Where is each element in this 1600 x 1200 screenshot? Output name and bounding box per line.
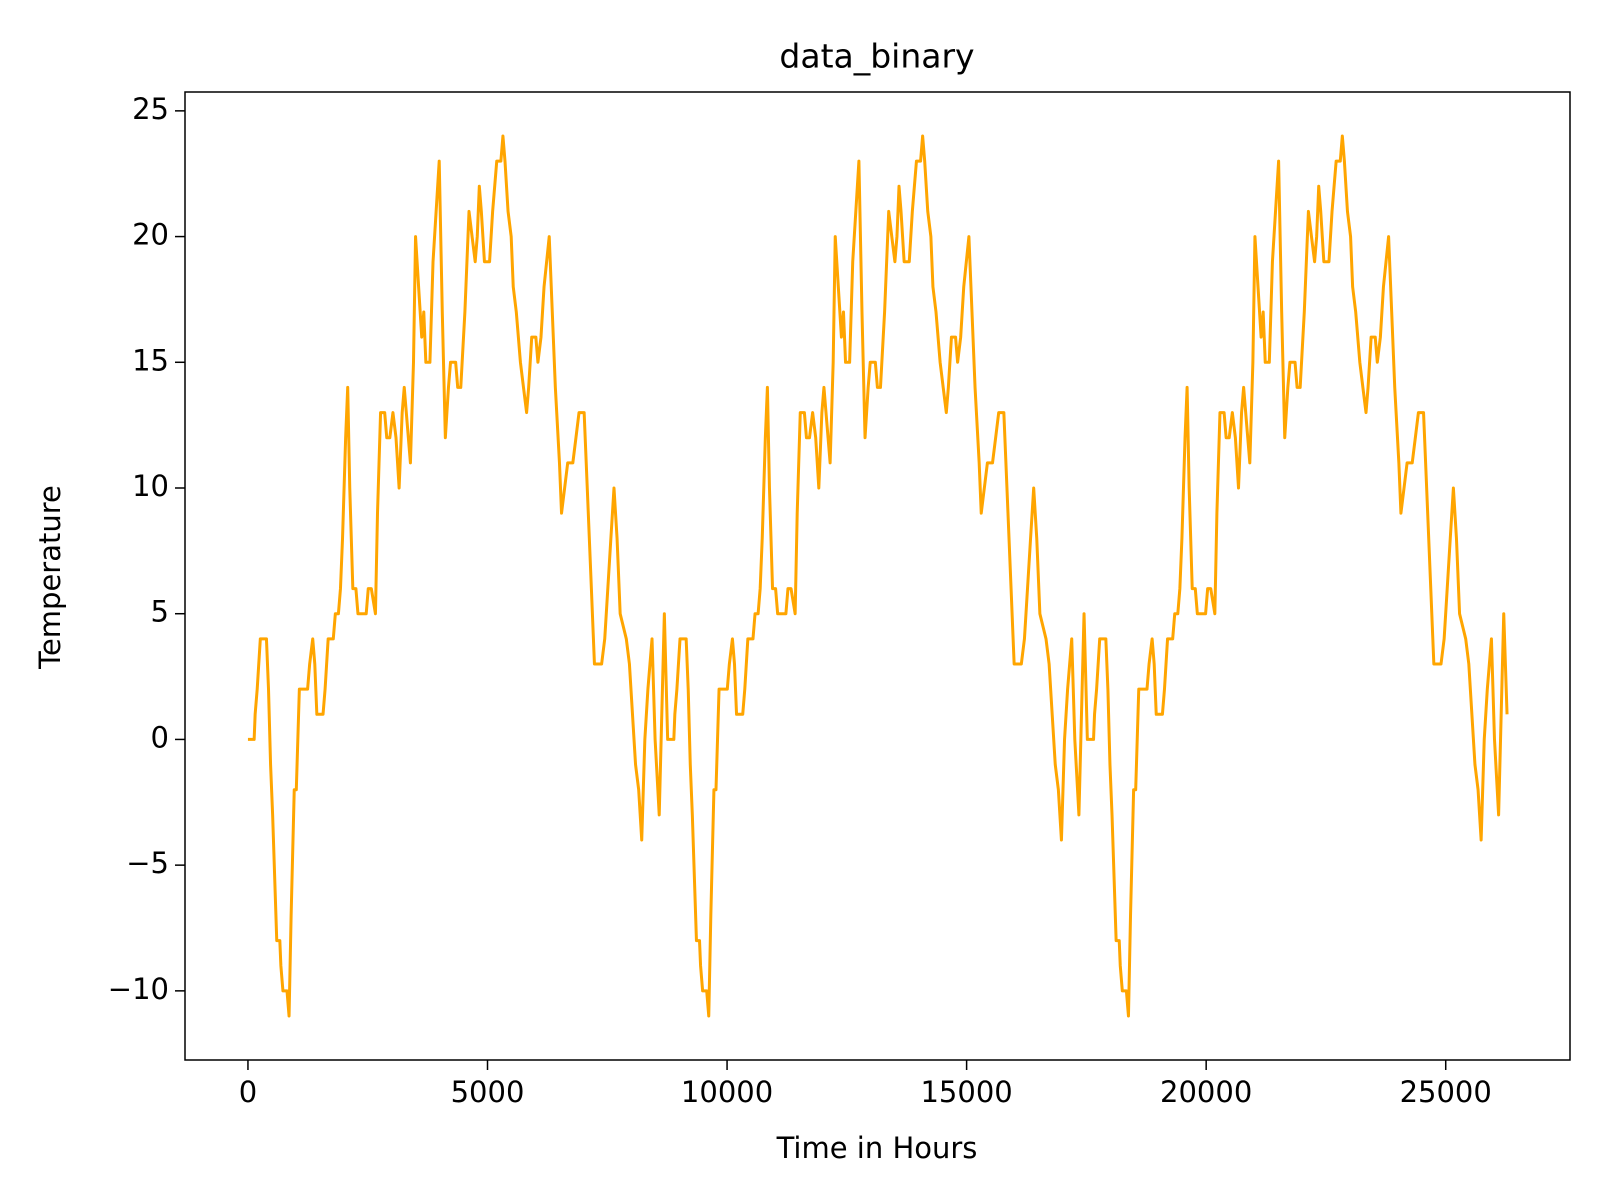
y-tick-label: 15 xyxy=(132,343,169,377)
y-tick-label: 5 xyxy=(151,595,169,629)
y-tick-label: −5 xyxy=(126,846,169,880)
y-tick-label: 0 xyxy=(151,720,169,754)
x-tick-label: 15000 xyxy=(920,1075,1012,1109)
x-tick-label: 25000 xyxy=(1400,1075,1492,1109)
y-tick-label: 20 xyxy=(132,218,169,252)
plot-frame xyxy=(184,91,1571,1061)
chart-title: data_binary xyxy=(779,37,974,76)
x-tick-label: 5000 xyxy=(451,1075,525,1109)
data-line xyxy=(247,134,1509,1018)
y-tick-label: 25 xyxy=(132,92,169,126)
y-axis-label: Temperature xyxy=(33,485,67,670)
x-tick-label: 0 xyxy=(239,1075,257,1109)
x-tick-label: 10000 xyxy=(681,1075,773,1109)
x-tick-label: 20000 xyxy=(1160,1075,1252,1109)
y-tick-label: −10 xyxy=(108,972,169,1006)
x-axis-label: Time in Hours xyxy=(776,1131,978,1165)
y-tick-label: 10 xyxy=(132,469,169,503)
